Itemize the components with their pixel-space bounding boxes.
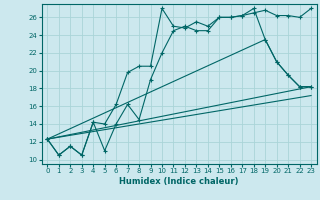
X-axis label: Humidex (Indice chaleur): Humidex (Indice chaleur) bbox=[119, 177, 239, 186]
